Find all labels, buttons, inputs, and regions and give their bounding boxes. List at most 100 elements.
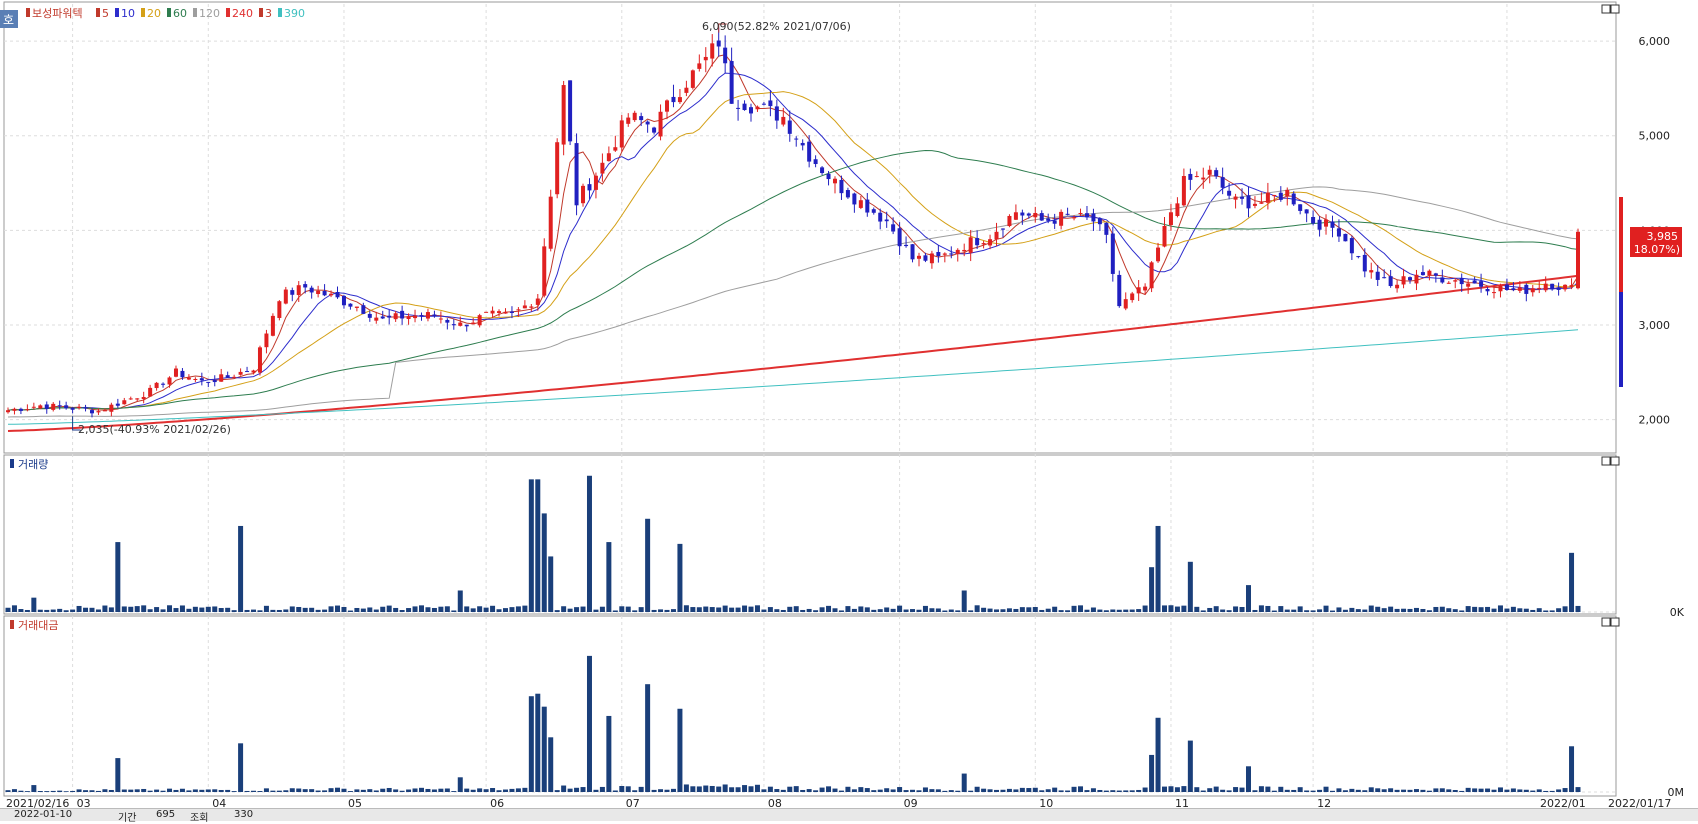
volume-bar	[490, 605, 496, 612]
candle-body	[1104, 222, 1109, 235]
candle-body	[936, 251, 941, 257]
candle-body	[542, 246, 547, 296]
volume-panel-buttons[interactable]	[1601, 456, 1620, 466]
candle-body	[96, 411, 101, 413]
candle-body	[1485, 288, 1490, 292]
candle-body	[1356, 256, 1361, 258]
legend-ma-label: 240	[232, 7, 253, 20]
volume-bar	[496, 609, 502, 612]
volume-bar	[586, 475, 592, 612]
amount-bar	[1459, 790, 1465, 792]
volume-bar	[1252, 609, 1258, 612]
candle-body	[1304, 209, 1309, 214]
price-panel-buttons[interactable]	[1601, 4, 1620, 14]
volume-bar	[703, 606, 709, 612]
volume-bar	[1168, 605, 1174, 612]
candle-body	[813, 159, 818, 165]
volume-bar	[108, 607, 114, 612]
amount-bar	[974, 786, 980, 792]
volume-bar	[1446, 608, 1452, 612]
volume-bar	[748, 606, 754, 612]
candle-body	[1123, 299, 1128, 309]
amount-bar	[1136, 789, 1142, 792]
volume-bar	[606, 542, 612, 612]
date-field[interactable]: 2022-01-10	[14, 809, 73, 820]
volume-bar	[380, 606, 386, 612]
volume-bar	[1058, 610, 1064, 612]
candle-body	[884, 219, 889, 222]
volume-bar	[1284, 609, 1290, 612]
candle-body	[1052, 220, 1057, 224]
candle-body	[102, 410, 107, 412]
volume-bar	[1226, 610, 1232, 612]
volume-bar	[942, 610, 948, 612]
candle-body	[1117, 274, 1122, 307]
volume-bar	[658, 609, 664, 612]
legend-ma-swatch	[226, 8, 230, 17]
volume-bar	[522, 605, 528, 612]
amount-bar	[5, 790, 11, 792]
candle-body	[1272, 194, 1277, 197]
amount-bar	[903, 790, 909, 792]
candle-body	[652, 127, 657, 133]
candle-body	[697, 63, 702, 69]
ma-line-20	[7, 91, 1579, 411]
amount-bar	[1239, 787, 1245, 792]
candle-body	[1498, 285, 1503, 292]
volume-bar	[225, 607, 231, 612]
legend-ma-swatch	[278, 8, 282, 17]
amount-bar	[625, 786, 631, 792]
amount-bar	[167, 788, 173, 792]
candle-body	[626, 117, 631, 124]
candle-body	[522, 305, 527, 309]
candle-body	[451, 324, 456, 326]
volume-bar	[826, 605, 832, 612]
period-value[interactable]: 695	[156, 809, 176, 820]
candle-body	[199, 378, 204, 381]
amount-bar	[1084, 790, 1090, 792]
volume-bar	[1149, 567, 1155, 612]
candle-body	[1420, 272, 1425, 276]
volume-bar	[683, 605, 689, 612]
amount-bar	[1097, 789, 1103, 792]
amount-bar	[1485, 788, 1491, 792]
candle-body	[503, 311, 508, 314]
volume-bar	[599, 606, 605, 612]
volume-bar	[1097, 609, 1103, 612]
amount-bar	[670, 788, 676, 792]
zoom-value[interactable]: 330	[234, 809, 254, 820]
amount-bar	[477, 788, 483, 792]
volume-bar	[1304, 610, 1310, 612]
candle-body	[1194, 176, 1199, 178]
corner-badge[interactable]	[0, 10, 18, 28]
amount-bar	[645, 684, 651, 792]
volume-bar	[1155, 525, 1161, 612]
candle-body	[1550, 283, 1555, 290]
amount-bar	[1226, 790, 1232, 792]
volume-bar	[1271, 610, 1277, 612]
amount-bar	[24, 791, 30, 792]
candle-body	[1078, 212, 1083, 214]
ma-line-60	[7, 149, 1579, 411]
amount-bar	[1265, 786, 1271, 792]
volume-bar	[11, 605, 17, 612]
candle-body	[593, 175, 598, 190]
volume-bar	[1103, 610, 1109, 612]
amount-bar	[1233, 787, 1239, 792]
price-tick-label: 5,000	[1639, 130, 1671, 143]
volume-bar	[1323, 605, 1329, 612]
candle-body	[1285, 189, 1290, 197]
volume-bar	[890, 608, 896, 612]
volume-bar	[1523, 608, 1529, 612]
candle-body	[51, 403, 56, 410]
volume-bar	[1019, 607, 1025, 612]
amount-bar	[683, 784, 689, 792]
amount-panel-buttons[interactable]	[1601, 617, 1620, 627]
amount-bar	[1530, 790, 1536, 792]
candle-body	[755, 106, 760, 110]
volume-panel-frame	[3, 454, 1617, 615]
volume-bar	[664, 609, 670, 612]
candle-body	[1020, 212, 1025, 216]
volume-bar	[838, 610, 844, 612]
candle-body	[1517, 287, 1522, 291]
